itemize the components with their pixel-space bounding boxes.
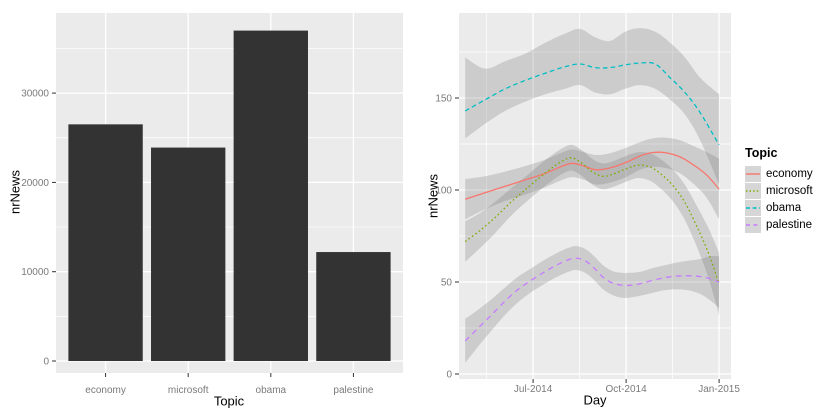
confidence-band-economy — [465, 137, 720, 220]
legend-key-icon — [745, 200, 761, 216]
x-tick-label: Oct-2014 — [606, 384, 648, 395]
plot-panel — [459, 13, 731, 379]
confidence-band-palestine — [465, 246, 720, 363]
y-tick-label: 0 — [446, 370, 452, 381]
legend-item-economy: economy — [745, 166, 830, 182]
legend-item-label: obama — [766, 202, 802, 214]
smooth-chart-y-axis-title: nrNews — [425, 173, 441, 219]
legend-item-label: microsoft — [766, 185, 813, 197]
chart-legend: Topic economy microsoft obama palestine — [745, 146, 830, 234]
smooth-chart-plot: 0 50 100 150 Jul-2014 Oct-2014 Jan-2015 — [435, 13, 740, 395]
legend-key-icon — [745, 183, 761, 199]
legend-item-palestine: palestine — [745, 217, 830, 233]
legend-item-label: palestine — [766, 219, 813, 231]
x-tick-label: microsoft — [168, 385, 209, 396]
smooth-chart-x-axis-title: Day — [583, 392, 607, 408]
bar-chart-x-axis-title: Topic — [213, 393, 245, 409]
y-tick-label: 150 — [435, 94, 452, 105]
y-tick-label: 100 — [435, 186, 452, 197]
series-layer — [464, 28, 720, 363]
bar-obama — [233, 30, 308, 362]
y-tick-label: 30000 — [21, 89, 49, 100]
smooth-chart-figure: 0 50 100 150 Jul-2014 Oct-2014 Jan-2015 nrNews… — [415, 0, 830, 415]
legend-item-label: economy — [766, 168, 813, 180]
confidence-band-obama — [465, 28, 720, 185]
bar-chart-plot: 0 10000 20000 30000 economy microsoft obama pal… — [21, 13, 403, 396]
smooth-line-palestine — [464, 257, 720, 342]
legend-item-obama: obama — [745, 200, 830, 216]
legend-item-microsoft: microsoft — [745, 183, 830, 199]
y-tick-label: 0 — [43, 357, 49, 368]
legend-key-icon — [745, 217, 761, 233]
y-tick-label: 10000 — [21, 267, 49, 278]
smooth-line-obama — [464, 61, 720, 146]
smooth-line-economy — [464, 151, 720, 200]
confidence-band-microsoft — [465, 144, 720, 316]
bar-economy — [68, 124, 143, 361]
x-tick-label: palestine — [333, 385, 373, 396]
legend-title: Topic — [745, 146, 778, 160]
bar-microsoft — [151, 147, 226, 361]
bar-palestine — [316, 252, 391, 361]
legend-key-icon — [745, 166, 761, 182]
x-tick-label: obama — [256, 385, 287, 396]
y-tick-label: 20000 — [21, 178, 49, 189]
bar-chart-figure: 0 10000 20000 30000 economy microsoft obama pal… — [7, 13, 403, 409]
y-tick-label: 50 — [441, 278, 453, 289]
x-tick-label: economy — [85, 385, 126, 396]
x-tick-label: Jul-2014 — [514, 384, 553, 395]
bar-chart-y-axis-title: nrNews — [7, 169, 23, 215]
x-tick-label: Jan-2015 — [698, 384, 740, 395]
